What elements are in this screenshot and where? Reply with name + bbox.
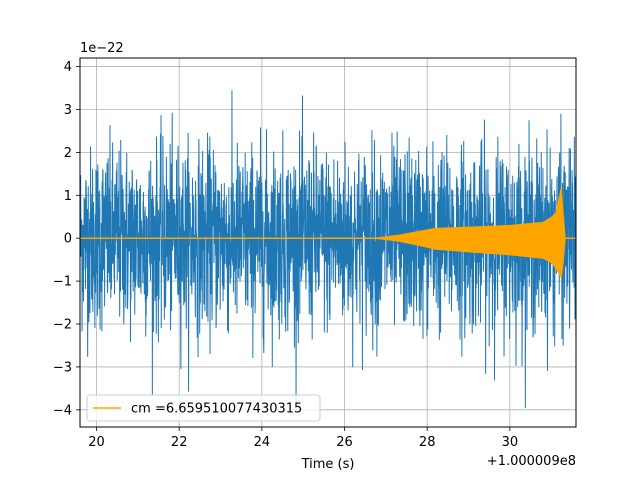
axes-frame [79,57,577,428]
x-tick-label: 28 [419,435,436,450]
y-tick-label: −4 [53,403,72,418]
series-noise-line [80,90,576,410]
x-tick-label: 26 [336,435,353,450]
y-tick-label: 3 [64,103,72,118]
y-tick-label: −2 [53,318,72,333]
y-tick-label: 1 [64,189,72,204]
legend-label: cm =6.659510077430315 [131,402,302,417]
series-chirp-fill [80,184,576,279]
y-tick-label: 0 [64,232,72,247]
y-scale-label: 1e−22 [80,41,124,56]
y-tick-label: −1 [53,275,72,290]
x-tick-label: 30 [502,435,519,450]
y-tick-label: 2 [64,146,72,161]
legend-box [86,394,321,422]
plot-area [80,90,576,410]
x-tick-label: 20 [88,435,105,450]
x-axis-label: Time (s) [301,457,355,472]
x-tick-label: 24 [254,435,271,450]
x-offset-label: +1.000009e8 [487,454,576,469]
axis-ticks: 20 22 24 26 28 30 −4 −3 −2 −1 0 1 2 3 4 [53,60,518,450]
y-tick-label: 4 [64,60,72,75]
x-tick-label: 22 [171,435,188,450]
legend: cm =6.659510077430315 [86,394,321,422]
y-tick-label: −3 [53,360,72,375]
